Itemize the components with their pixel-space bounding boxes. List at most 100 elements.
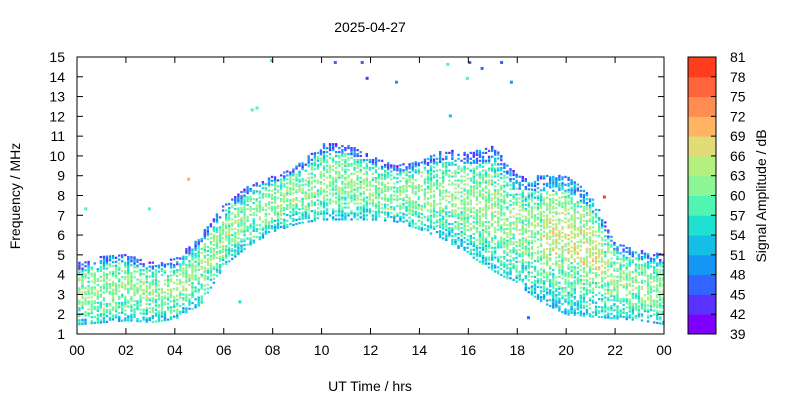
signal-cell <box>539 216 543 220</box>
signal-cell <box>197 239 200 242</box>
signal-cell <box>521 268 524 272</box>
signal-cell <box>451 193 454 196</box>
signal-cell <box>240 210 243 213</box>
signal-cell <box>276 205 280 208</box>
signal-cell <box>601 225 604 228</box>
signal-cell <box>509 231 512 234</box>
signal-cell <box>319 192 323 195</box>
signal-cell <box>414 171 417 174</box>
signal-cell <box>451 230 454 234</box>
signal-cell <box>552 280 555 283</box>
signal-cell <box>371 198 375 201</box>
signal-cell <box>542 290 546 293</box>
signal-cell <box>390 164 393 167</box>
signal-cell <box>448 175 451 178</box>
signal-cell <box>350 200 353 203</box>
signal-cell <box>484 151 488 154</box>
signal-cell <box>322 190 326 193</box>
signal-cell <box>139 262 142 266</box>
signal-cell <box>105 291 109 294</box>
signal-cell <box>127 261 130 265</box>
signal-cell <box>448 230 451 234</box>
signal-cell <box>319 212 323 215</box>
signal-cell <box>188 303 191 306</box>
signal-cell <box>341 188 344 191</box>
signal-cell <box>460 223 463 226</box>
signal-cell <box>549 206 552 209</box>
signal-cell <box>102 277 106 280</box>
signal-cell <box>332 184 335 187</box>
signal-cell <box>280 200 283 203</box>
signal-cell <box>371 192 375 195</box>
signal-cell <box>594 208 598 211</box>
signal-cell <box>518 229 521 232</box>
signal-cell <box>203 235 206 238</box>
signal-cell <box>466 207 469 210</box>
signal-cell <box>405 209 408 212</box>
signal-cell <box>200 283 203 286</box>
signal-cell <box>649 281 653 284</box>
signal-cell <box>368 202 372 205</box>
signal-cell <box>494 230 497 233</box>
signal-cell <box>506 184 509 187</box>
signal-cell <box>494 211 497 214</box>
signal-cell <box>518 205 521 208</box>
signal-cell <box>481 187 485 190</box>
signal-cell <box>332 182 335 185</box>
signal-cell <box>87 292 90 295</box>
signal-cell <box>515 260 518 263</box>
signal-cell <box>81 267 84 270</box>
signal-cell <box>163 263 167 266</box>
signal-cell <box>570 299 573 302</box>
signal-cell <box>598 209 601 212</box>
signal-cell <box>96 305 99 308</box>
signal-cell <box>594 214 598 217</box>
signal-cell <box>405 195 408 199</box>
signal-cell <box>96 270 99 273</box>
signal-cell <box>246 203 249 207</box>
signal-cell <box>118 317 121 320</box>
signal-cell <box>136 304 139 307</box>
signal-cell <box>234 221 237 224</box>
signal-cell <box>607 261 610 264</box>
signal-cell <box>417 168 420 171</box>
signal-cell <box>579 314 582 317</box>
signal-cell <box>521 223 524 226</box>
signal-cell <box>570 200 573 203</box>
signal-cell <box>124 277 127 280</box>
signal-cell <box>527 225 530 228</box>
signal-cell <box>246 188 249 191</box>
signal-cell <box>472 236 475 240</box>
signal-cell <box>420 206 423 210</box>
signal-cell <box>555 301 558 305</box>
signal-cell <box>234 251 237 254</box>
signal-cell <box>598 224 601 227</box>
signal-cell <box>640 287 644 290</box>
signal-cell <box>234 253 237 256</box>
signal-cell <box>154 273 158 276</box>
signal-cell <box>127 271 130 274</box>
signal-cell <box>81 303 84 306</box>
signal-cell <box>280 194 283 197</box>
signal-cell <box>215 262 219 265</box>
signal-cell <box>145 271 148 274</box>
signal-cell <box>84 296 87 299</box>
signal-cell <box>640 313 644 316</box>
signal-cell <box>628 274 631 277</box>
signal-cell <box>570 218 573 221</box>
signal-cell <box>524 288 527 292</box>
signal-cell <box>240 238 243 241</box>
signal-cell <box>530 271 534 274</box>
signal-cell <box>503 222 506 225</box>
signal-cell <box>530 265 534 268</box>
signal-cell <box>634 314 638 317</box>
signal-cell <box>371 166 375 170</box>
signal-cell <box>558 176 561 179</box>
signal-cell <box>237 233 240 236</box>
signal-cell <box>601 280 604 283</box>
signal-cell <box>240 228 243 231</box>
signal-cell <box>567 226 570 229</box>
signal-cell <box>231 224 234 227</box>
signal-cell <box>154 271 158 274</box>
signal-cell <box>500 246 503 249</box>
